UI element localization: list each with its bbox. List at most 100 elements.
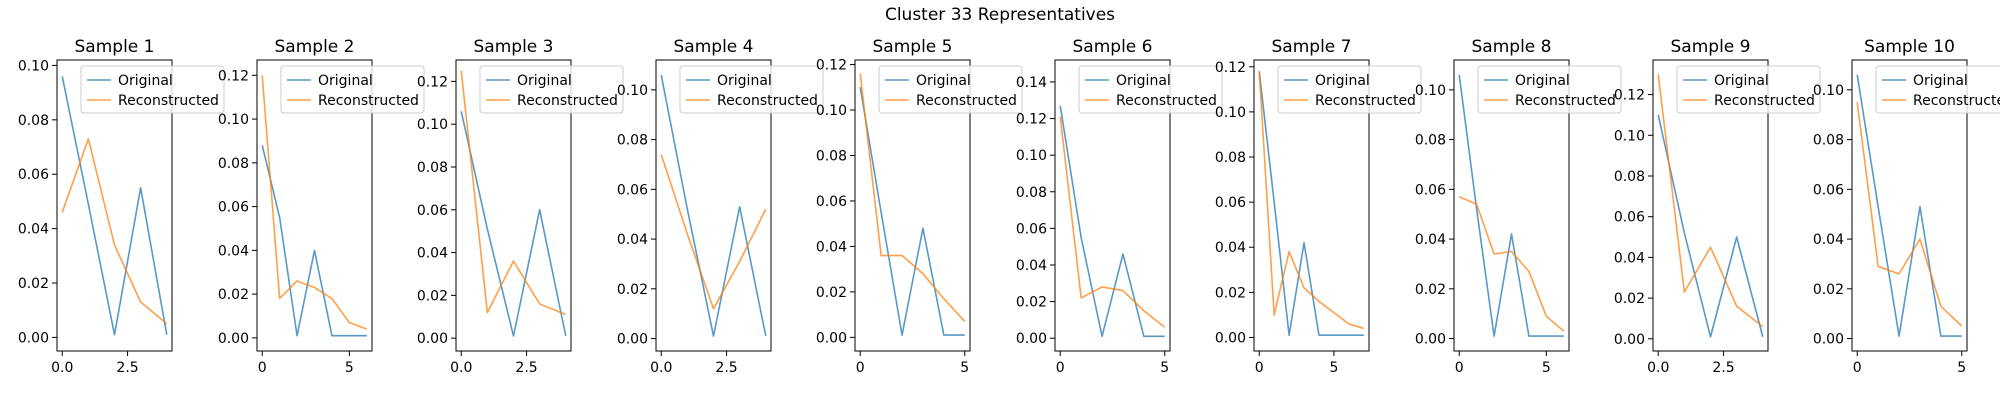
x-tick-label: 0 <box>258 360 267 376</box>
y-tick-label: 0.04 <box>617 232 648 248</box>
y-tick-label: 0.04 <box>1813 232 1844 248</box>
legend-reconstructed-label: Reconstructed <box>318 93 419 109</box>
axes-frame <box>56 59 173 352</box>
y-tick-label: 0.04 <box>218 243 249 259</box>
legend-reconstructed-label: Reconstructed <box>1913 93 2000 109</box>
x-tick-label: 0.0 <box>51 360 73 376</box>
subplot-title: Sample 3 <box>474 37 554 57</box>
y-tick-label: 0.02 <box>1813 282 1844 298</box>
x-tick-label: 5 <box>345 360 354 376</box>
subplot-title: Sample 9 <box>1671 37 1751 57</box>
legend-reconstructed-label: Reconstructed <box>517 93 618 109</box>
y-tick-label: 0.00 <box>1215 330 1246 346</box>
subplot-title: Sample 7 <box>1272 37 1352 57</box>
y-tick-label: 0.06 <box>816 194 847 210</box>
subplot-10: Sample 10 0.00 0.02 0.04 0.06 0.08 0.10 0 5 Origi… <box>1813 37 2000 376</box>
x-tick-label: 0 <box>1853 360 1862 376</box>
x-tick-label: 2.5 <box>515 360 537 376</box>
x-tick-label: 0 <box>1056 360 1065 376</box>
legend-original-label: Original <box>517 73 572 89</box>
legend-box <box>80 65 225 114</box>
subplot-title: Sample 10 <box>1864 37 1955 57</box>
y-tick-label: 0.08 <box>18 113 49 129</box>
legend-box <box>1676 65 1821 114</box>
y-tick-label: 0.10 <box>417 117 448 133</box>
y-tick-label: 0.04 <box>816 239 847 255</box>
legend: Original Reconstructed <box>1078 65 1223 114</box>
y-tick-label: 0.04 <box>1614 250 1645 266</box>
original-series-line <box>1458 74 1564 337</box>
x-tick-label: 0 <box>856 360 865 376</box>
y-tick-label: 0.12 <box>1016 112 1047 128</box>
original-series-line <box>460 111 567 337</box>
original-series-line <box>660 74 767 337</box>
subplot-title: Sample 6 <box>1073 37 1153 57</box>
y-tick-label: 0.04 <box>1215 240 1246 256</box>
legend-box <box>1875 65 2000 114</box>
legend-original-label: Original <box>717 73 772 89</box>
legend: Original Reconstructed <box>479 65 624 114</box>
legend-box <box>679 65 824 114</box>
y-tick-label: 0.00 <box>218 331 249 347</box>
axes-frame <box>1652 59 1769 352</box>
y-tick-label: 0.10 <box>218 112 249 128</box>
y-tick-label: 0.00 <box>18 330 49 346</box>
subplot-2: Sample 2 0.00 0.02 0.04 0.06 0.08 0.10 0.12 0 5 Or… <box>218 37 425 376</box>
x-tick-label: 5 <box>1160 360 1169 376</box>
y-tick-label: 0.04 <box>18 222 49 238</box>
legend-original-label: Original <box>1714 73 1769 89</box>
y-tick-label: 0.10 <box>1813 83 1844 99</box>
legend: Original Reconstructed <box>1477 65 1622 114</box>
original-series-line <box>261 145 367 337</box>
legend: Original Reconstructed <box>679 65 824 114</box>
y-tick-label: 0.00 <box>1415 332 1446 348</box>
subplot-6: Sample 6 0.00 0.02 0.04 0.06 0.08 0.10 0.12 0.14… <box>1016 37 1223 376</box>
reconstructed-series-line <box>1856 102 1963 327</box>
original-series-line <box>1059 105 1165 338</box>
reconstructed-series-line <box>1657 74 1764 328</box>
subplot-1: Sample 1 0.00 0.02 0.04 0.06 0.08 0.10 0.0 2.5 Or… <box>18 37 225 376</box>
subplot-8: Sample 8 0.00 0.02 0.04 0.06 0.08 0.10 0 5 Origin… <box>1415 37 1622 376</box>
y-tick-label: 0.10 <box>1016 148 1047 164</box>
y-tick-label: 0.04 <box>1415 232 1446 248</box>
subplot-title: Sample 1 <box>75 37 155 57</box>
y-tick-label: 0.08 <box>218 156 249 172</box>
y-tick-label: 0.06 <box>1415 182 1446 198</box>
original-series-line <box>1657 114 1764 338</box>
legend: Original Reconstructed <box>1676 65 1821 114</box>
y-tick-label: 0.08 <box>417 160 448 176</box>
reconstructed-series-line <box>859 73 966 322</box>
y-tick-label: 0.08 <box>1614 169 1645 185</box>
y-tick-label: 0.06 <box>417 203 448 219</box>
axes-frame <box>1851 59 1968 352</box>
y-tick-label: 0.12 <box>218 68 249 84</box>
y-tick-label: 0.00 <box>1016 331 1047 347</box>
axes-frame <box>655 59 772 352</box>
x-tick-label: 2.5 <box>715 360 737 376</box>
subplot-4: Sample 4 0.00 0.02 0.04 0.06 0.08 0.10 0.0 2.5 Or… <box>617 37 824 376</box>
y-tick-label: 0.00 <box>617 332 648 348</box>
legend: Original Reconstructed <box>280 65 425 114</box>
subplot-grid: Sample 10.000.020.040.060.080.100.0 2.5Or… <box>18 37 2000 376</box>
y-tick-label: 0.12 <box>417 74 448 90</box>
legend-original-label: Original <box>916 73 971 89</box>
y-tick-label: 0.10 <box>1415 83 1446 99</box>
legend-box <box>280 65 425 114</box>
legend: Original Reconstructed <box>80 65 225 114</box>
legend-original-label: Original <box>318 73 373 89</box>
reconstructed-series-line <box>1258 71 1365 330</box>
legend-original-label: Original <box>1315 73 1370 89</box>
figure-title: Cluster 33 Representatives <box>885 5 1115 25</box>
y-tick-label: 0.10 <box>1215 105 1246 121</box>
legend-box <box>1078 65 1223 114</box>
original-series-line <box>1856 74 1962 337</box>
y-tick-label: 0.08 <box>1813 133 1844 149</box>
y-tick-label: 0.08 <box>617 133 648 149</box>
axes-frame <box>455 59 572 352</box>
subplot-title: Sample 5 <box>873 37 953 57</box>
x-tick-label: 0.0 <box>1647 360 1669 376</box>
y-tick-label: 0.02 <box>417 288 448 304</box>
legend-reconstructed-label: Reconstructed <box>1714 93 1815 109</box>
y-tick-label: 0.00 <box>1614 332 1645 348</box>
y-tick-label: 0.12 <box>1614 88 1645 104</box>
